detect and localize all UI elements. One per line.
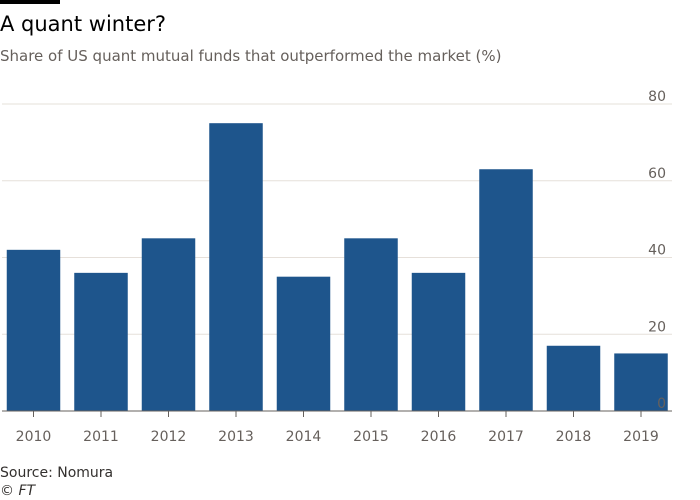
source-note: Source: Nomura xyxy=(0,465,114,481)
bar-2012 xyxy=(141,238,196,411)
y-tick-label: 40 xyxy=(648,243,666,259)
x-tick-label: 2017 xyxy=(488,429,524,445)
y-tick-label: 0 xyxy=(657,396,666,412)
bar-2019 xyxy=(614,353,668,411)
x-tick-label: 2014 xyxy=(286,429,322,445)
bar-2014 xyxy=(276,276,331,411)
x-axis-labels: 2010 2011 2012 2013 2014 2015 2016 2017 2018 2019 xyxy=(16,429,659,445)
x-tick-label: 2016 xyxy=(421,429,457,445)
copyright-note: © FT xyxy=(0,483,36,499)
header-rule xyxy=(0,0,60,4)
bar-2015 xyxy=(344,238,398,411)
x-tick-label: 2012 xyxy=(151,429,187,445)
chart-title: A quant winter? xyxy=(0,12,167,36)
chart-subtitle: Share of US quant mutual funds that outp… xyxy=(0,47,502,65)
y-tick-label: 20 xyxy=(648,319,666,335)
bar-2013 xyxy=(209,123,263,411)
x-tick-label: 2019 xyxy=(623,429,659,445)
bar-2017 xyxy=(479,169,533,411)
y-tick-label: 60 xyxy=(648,166,666,182)
x-tick-label: 2013 xyxy=(218,429,254,445)
bars xyxy=(6,123,668,411)
y-axis-labels: 0 20 40 60 80 xyxy=(648,89,666,412)
bar-2018 xyxy=(546,345,601,411)
bar-2010 xyxy=(6,249,61,411)
x-axis xyxy=(2,410,672,417)
x-tick-label: 2011 xyxy=(83,429,119,445)
bar-2016 xyxy=(411,272,466,411)
x-tick-label: 2010 xyxy=(16,429,52,445)
x-tick-label: 2015 xyxy=(353,429,389,445)
bar-2011 xyxy=(74,272,128,411)
y-tick-label: 80 xyxy=(648,89,666,105)
x-tick-label: 2018 xyxy=(556,429,592,445)
